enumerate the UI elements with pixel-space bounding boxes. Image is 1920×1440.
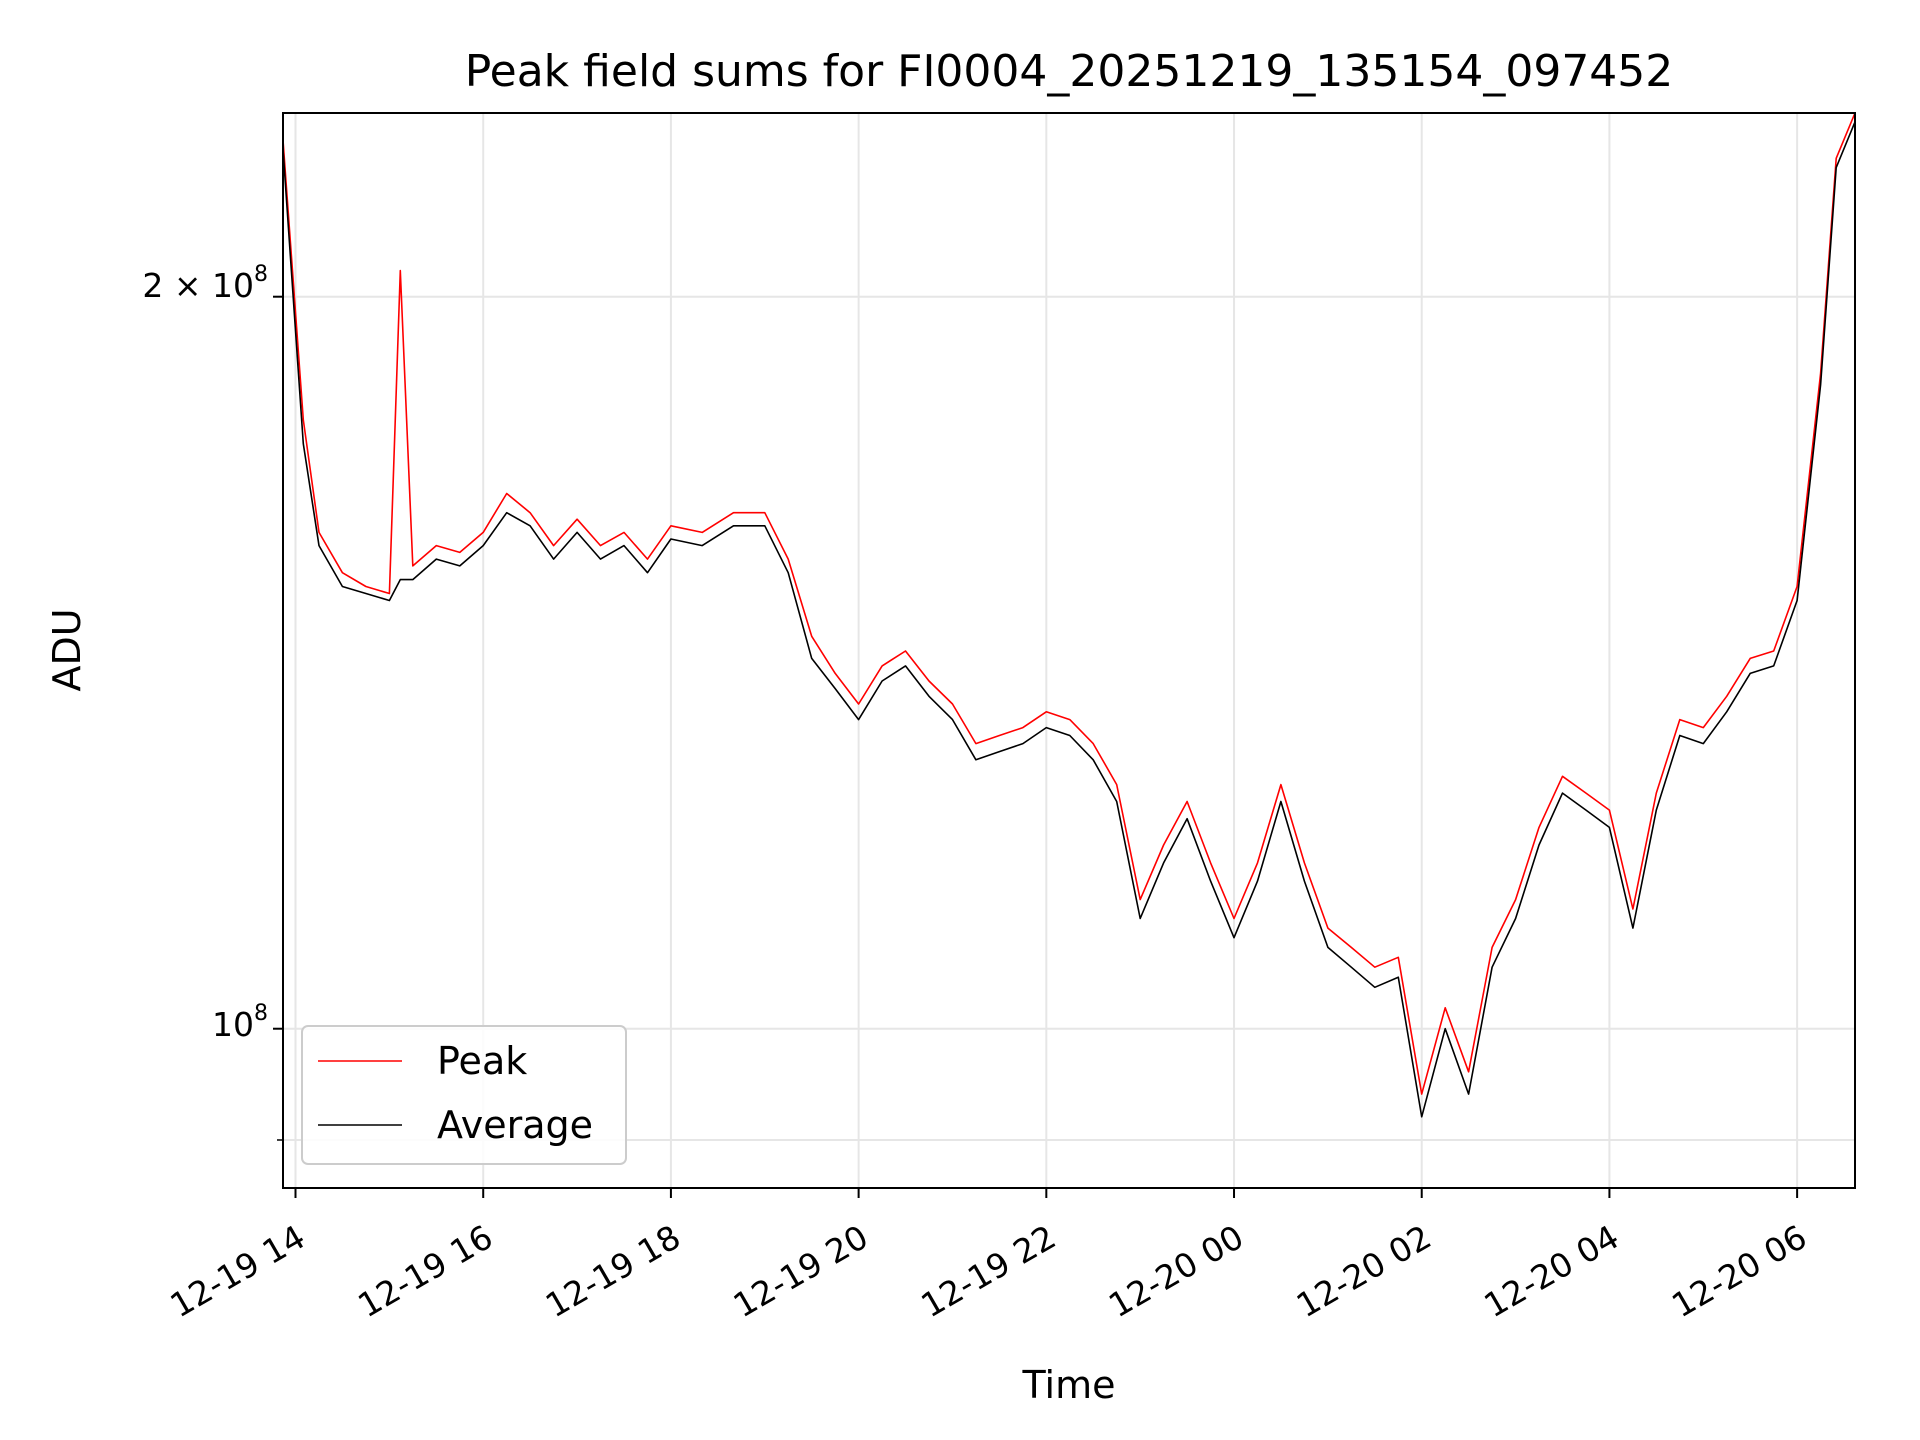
x-tick-label: 12-19 22 (914, 1217, 1062, 1325)
legend-peak-label: Peak (437, 1039, 527, 1083)
x-tick-label: 12-20 00 (1102, 1217, 1250, 1325)
peak-series-line (282, 112, 1856, 1095)
ticks: 12-19 14 12-19 16 12-19 18 12-19 20 12-19 22… (164, 295, 1813, 1325)
series-layer (282, 112, 1856, 1118)
plot-frame (282, 112, 1856, 1189)
x-tick-label: 12-19 16 (351, 1217, 499, 1325)
y-tick-label-2e8: 2 × 108 (142, 262, 268, 305)
x-tick-label: 12-20 04 (1477, 1217, 1625, 1325)
x-tick-label: 12-20 06 (1665, 1217, 1813, 1325)
x-tick-label: 12-20 02 (1290, 1217, 1438, 1325)
x-tick-label: 12-19 20 (727, 1217, 875, 1325)
y-tick-label-1e8: 108 (212, 1001, 268, 1044)
y-axis-label: ADU (45, 608, 89, 691)
legend-average-label: Average (437, 1103, 593, 1147)
x-tick-label: 12-19 14 (164, 1217, 312, 1325)
chart-title: Peak field sums for FI0004_20251219_1351… (465, 46, 1674, 97)
legend: Peak Average (301, 1025, 627, 1165)
x-tick-label: 12-19 18 (539, 1217, 687, 1325)
x-axis-label: Time (1022, 1363, 1116, 1407)
average-series-line (282, 121, 1856, 1118)
